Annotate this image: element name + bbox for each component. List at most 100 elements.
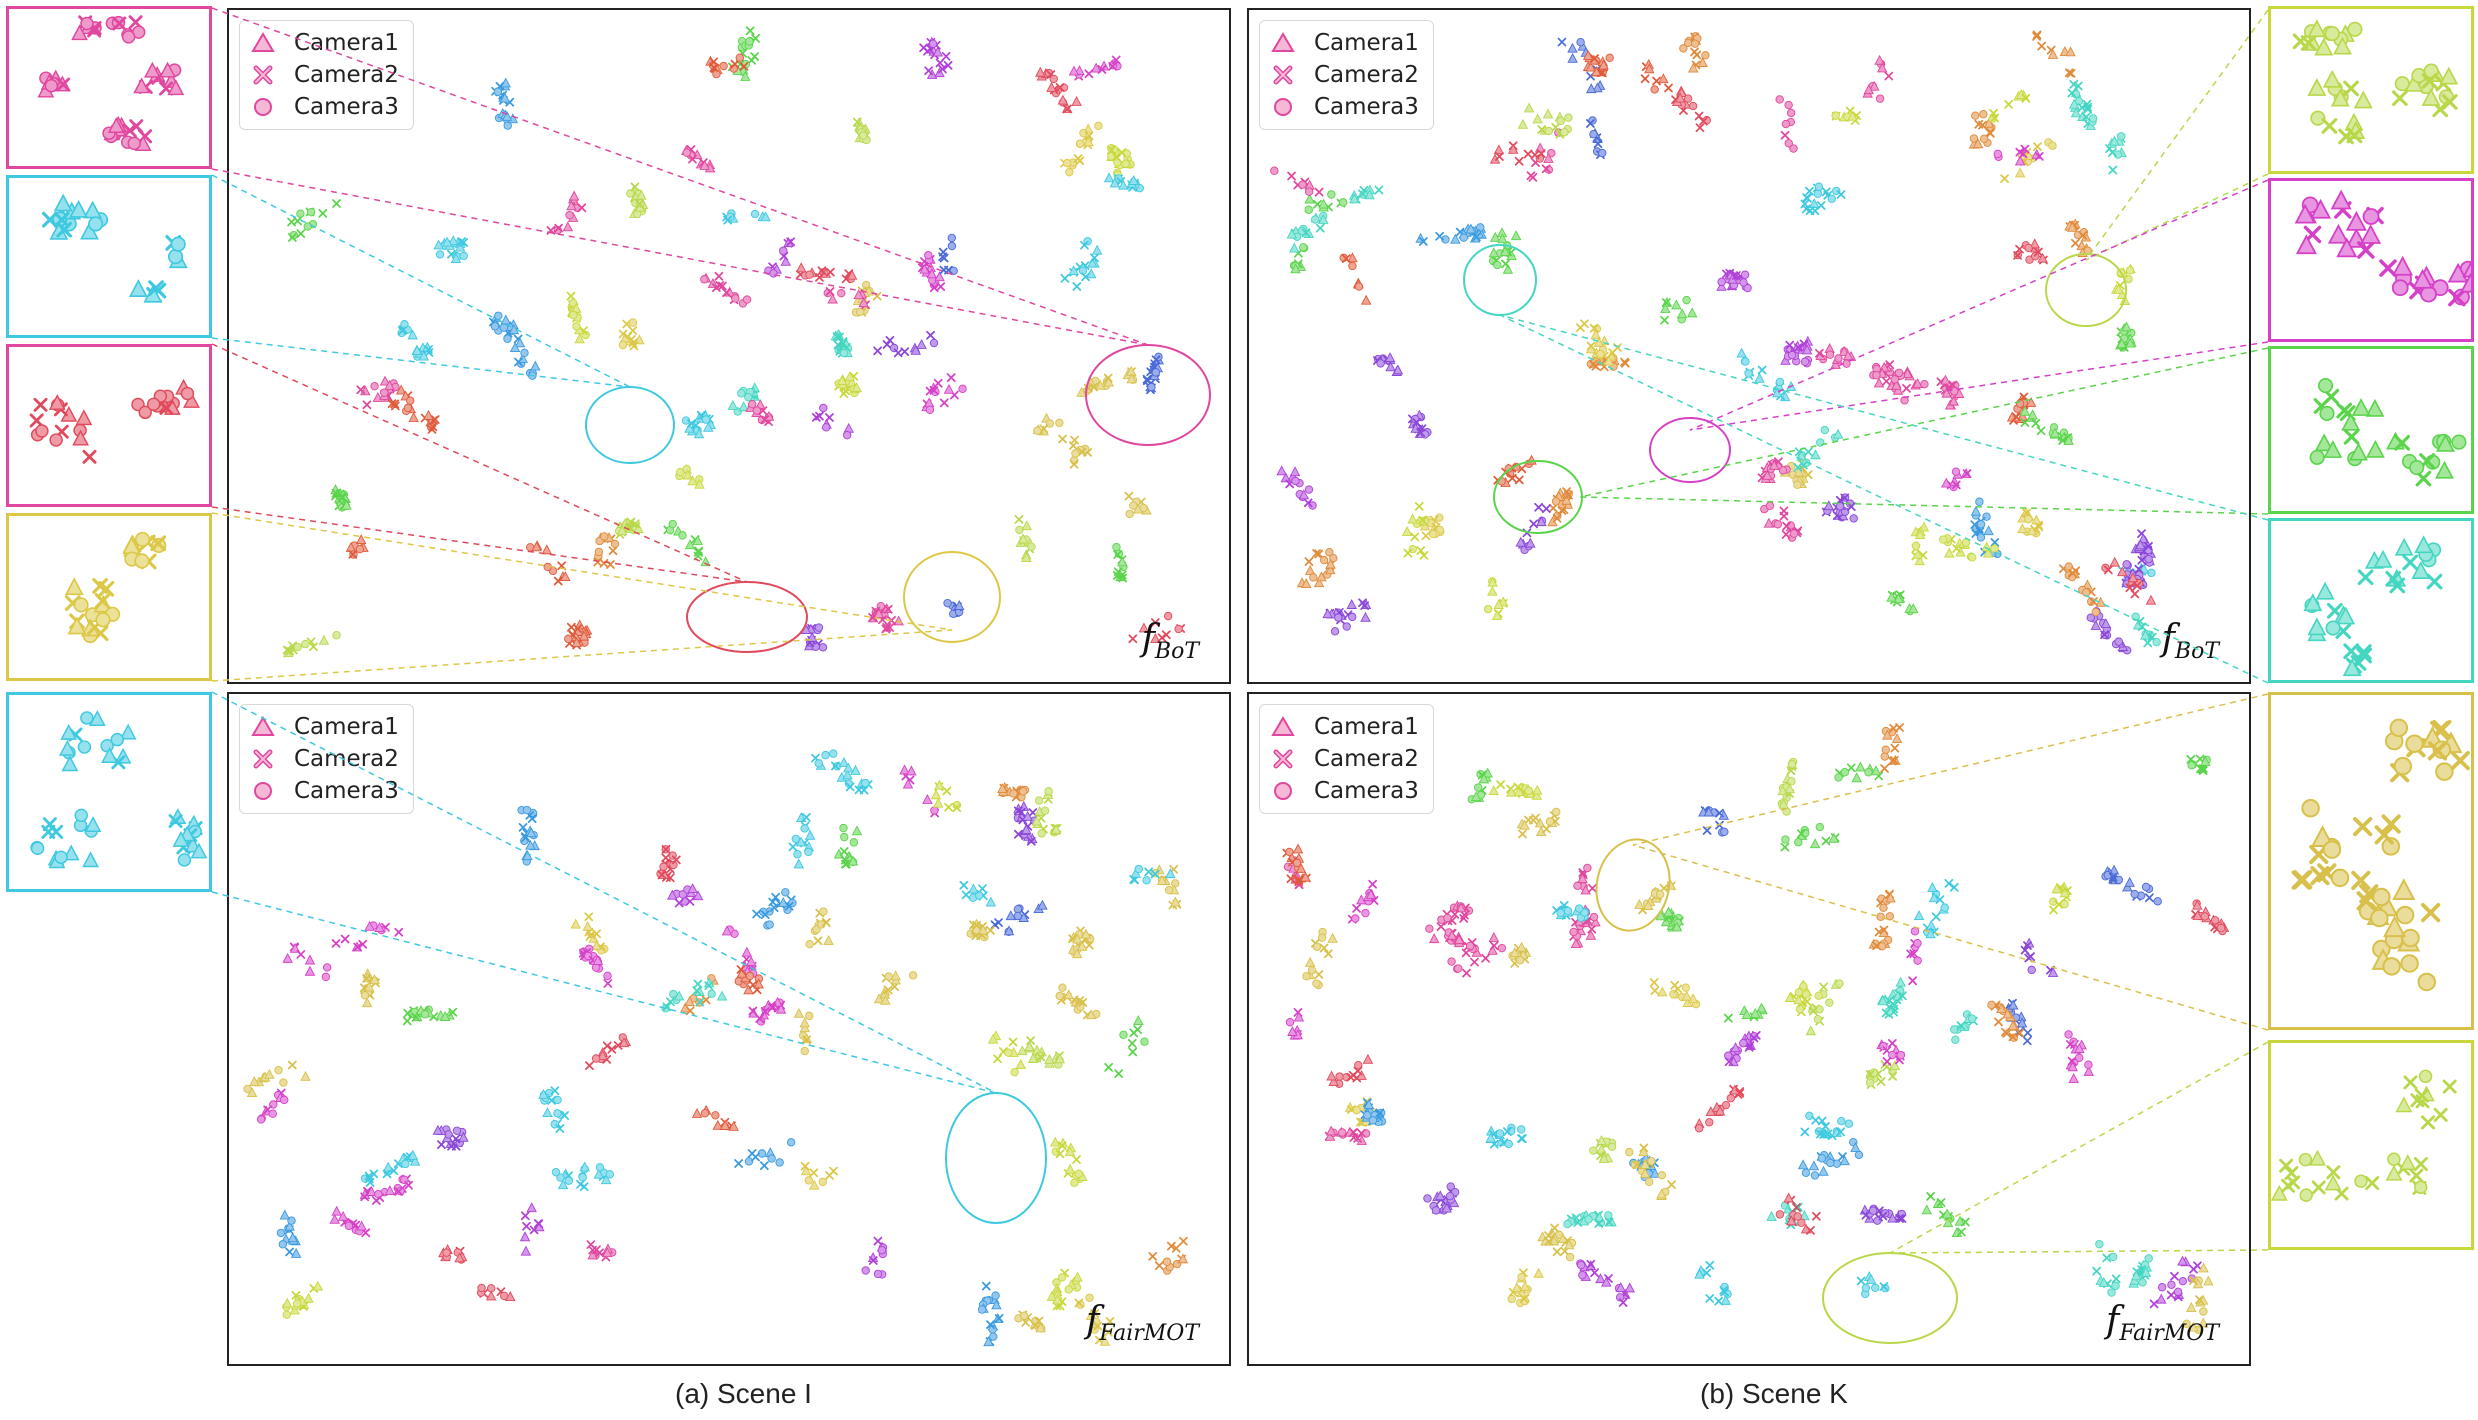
- triangle-marker-icon: [251, 716, 275, 736]
- point-camera1: [530, 360, 541, 371]
- point-camera2: [437, 1140, 446, 1149]
- point-camera1: [1300, 871, 1311, 882]
- point-camera2: [1323, 949, 1333, 959]
- point-camera2: [1536, 149, 1546, 158]
- point-camera3: [675, 468, 685, 477]
- point-camera1: [1487, 585, 1498, 596]
- legend-item-camera2: Camera2: [1270, 59, 1419, 91]
- legend-label: Camera3: [294, 778, 399, 804]
- point-camera1: [1326, 1070, 1337, 1081]
- point-camera2: [1812, 1211, 1821, 1221]
- point-camera1: [329, 1213, 340, 1224]
- point-camera1: [304, 965, 316, 976]
- legend: Camera1 Camera2 Camera3: [1259, 20, 1434, 130]
- point-camera3: [400, 320, 409, 329]
- point-camera1: [2295, 234, 2317, 255]
- point-camera3: [2178, 1277, 2188, 1286]
- point-camera1: [1349, 193, 1360, 204]
- point-camera3: [2370, 908, 2389, 928]
- point-camera3: [276, 1228, 286, 1238]
- point-camera1: [1863, 84, 1874, 95]
- zoom-inset-cyan: [6, 692, 212, 892]
- point-camera2: [1890, 743, 1900, 753]
- circle-marker-icon: [254, 782, 272, 800]
- point-camera3: [74, 808, 88, 823]
- point-camera2: [1586, 119, 1595, 128]
- point-camera3: [735, 53, 744, 62]
- point-camera1: [2307, 19, 2327, 38]
- point-camera2: [1014, 515, 1024, 524]
- point-camera3: [1034, 796, 1044, 805]
- point-camera2: [2008, 1032, 2018, 1042]
- point-camera3: [707, 989, 716, 998]
- point-camera3: [1801, 1168, 1811, 1178]
- point-camera2: [2021, 93, 2031, 103]
- point-camera2: [1127, 1039, 1137, 1048]
- point-camera3: [1881, 745, 1890, 754]
- point-camera1: [997, 783, 1008, 794]
- point-camera3: [1694, 1124, 1704, 1133]
- point-camera1: [318, 634, 330, 645]
- point-camera3: [793, 850, 802, 859]
- point-camera3: [494, 311, 503, 320]
- point-camera1: [850, 764, 861, 775]
- point-camera2: [1294, 877, 1304, 886]
- point-camera1: [2392, 878, 2416, 901]
- point-camera1: [1714, 1105, 1726, 1116]
- point-camera2: [2343, 428, 2360, 445]
- point-camera1: [1017, 533, 1029, 544]
- point-camera1: [1507, 143, 1519, 154]
- scatter-panel-scene-i-fairmot: Camera1 Camera2 Camera3 fFairMOT: [227, 692, 1231, 1366]
- point-camera3: [1524, 786, 1534, 795]
- point-camera1: [2435, 460, 2454, 479]
- point-camera3: [2167, 1280, 2176, 1290]
- point-camera3: [2387, 1152, 2401, 1166]
- point-camera3: [2088, 114, 2098, 123]
- point-camera1: [1797, 1159, 1809, 1170]
- point-camera2: [1013, 806, 1023, 816]
- point-camera2: [1542, 824, 1551, 834]
- legend-item-camera2: Camera2: [250, 59, 399, 91]
- point-camera1: [2314, 433, 2334, 452]
- point-camera2: [2420, 902, 2441, 923]
- point-camera2: [29, 413, 44, 428]
- point-camera1: [1035, 1322, 1046, 1333]
- point-camera1: [1594, 1211, 1605, 1222]
- point-camera1: [2130, 1270, 2142, 1281]
- zoom-scatter: [2294, 189, 2471, 307]
- point-camera3: [1361, 908, 1370, 918]
- point-camera2: [148, 280, 164, 296]
- point-camera2: [1749, 1033, 1759, 1043]
- point-camera2: [1518, 829, 1527, 839]
- point-camera3: [1134, 864, 1143, 874]
- point-camera2: [2032, 32, 2041, 41]
- point-camera3: [1990, 544, 1999, 553]
- point-camera3: [947, 241, 957, 251]
- point-camera1: [1313, 577, 1325, 588]
- point-camera1: [2271, 1184, 2288, 1201]
- point-camera2: [293, 216, 302, 226]
- point-camera3: [1775, 377, 1785, 387]
- point-camera1: [1346, 599, 1357, 609]
- point-camera1: [1021, 520, 1033, 531]
- point-camera3: [1307, 966, 1317, 975]
- point-camera3: [1940, 903, 1949, 912]
- point-camera2: [2020, 144, 2030, 154]
- point-camera3: [1119, 1030, 1128, 1039]
- point-camera3: [977, 1305, 987, 1314]
- point-camera3: [737, 389, 746, 398]
- point-camera2: [1144, 867, 1154, 877]
- point-camera3: [744, 1157, 754, 1166]
- zoom-scatter: [64, 531, 167, 644]
- point-camera1: [1983, 525, 1994, 536]
- point-camera1: [1103, 172, 1115, 183]
- point-camera3: [2432, 740, 2452, 759]
- point-camera3: [605, 1170, 615, 1179]
- point-camera3: [731, 294, 740, 303]
- point-camera2: [592, 1245, 601, 1255]
- point-camera2: [1720, 1287, 1729, 1297]
- point-camera1: [1071, 95, 1082, 106]
- point-camera3: [2317, 377, 2334, 394]
- point-camera3: [80, 711, 94, 725]
- point-camera3: [1782, 807, 1791, 816]
